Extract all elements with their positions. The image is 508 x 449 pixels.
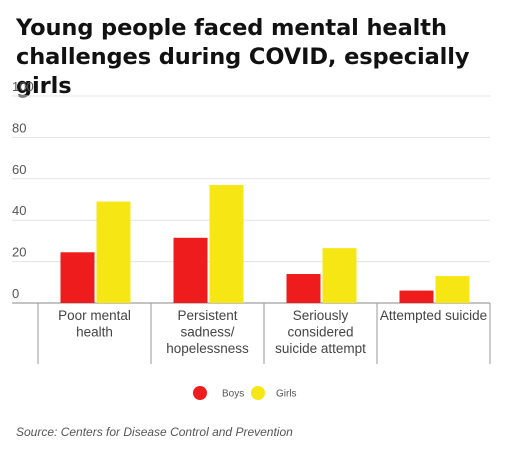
bar-girls-2 [322,248,357,303]
y-tick-label-80: 80 [12,120,26,135]
category-label-line: Persistent [177,308,237,323]
legend-label-boys: Boys [222,389,244,400]
bar-boys-2 [286,274,321,303]
category-label-line: health [76,325,113,340]
source-note: Source: Centers for Disease Control and … [16,425,293,439]
bar-girls-3 [435,276,470,303]
bar-boys-3 [399,290,434,303]
bar-boys-0 [60,252,95,303]
category-label-1: Persistent sadness/hopelessness [166,308,249,356]
category-label-line: suicide attempt [275,341,366,356]
bar-girls-1 [209,185,244,303]
category-label-line: Poor mental [58,308,131,323]
category-label-line: Seriously [293,308,349,323]
y-tick-label-60: 60 [12,162,26,177]
category-label-line: sadness/ [180,325,234,340]
category-label-line: considered [287,325,353,340]
legend-label-girls: Girls [276,389,297,400]
category-label-2: Seriously considered suicide attempt [275,308,366,356]
category-label-line: Attempted suicide [380,308,487,323]
y-tick-label-0: 0 [12,286,19,301]
category-label-line: hopelessness [166,341,249,356]
y-tick-label-100: 100 [12,79,34,94]
category-label-3: Attempted suicide [380,308,487,323]
bar-girls-0 [96,201,131,303]
legend-swatch-girls [251,386,265,400]
chart-title: Young people faced mental health challen… [16,15,470,99]
y-tick-label-40: 40 [12,203,26,218]
bar-boys-1 [173,237,208,303]
category-label-0: Poor mental health [58,308,131,340]
legend-swatch-boys [193,386,207,400]
y-tick-label-20: 20 [12,245,26,260]
